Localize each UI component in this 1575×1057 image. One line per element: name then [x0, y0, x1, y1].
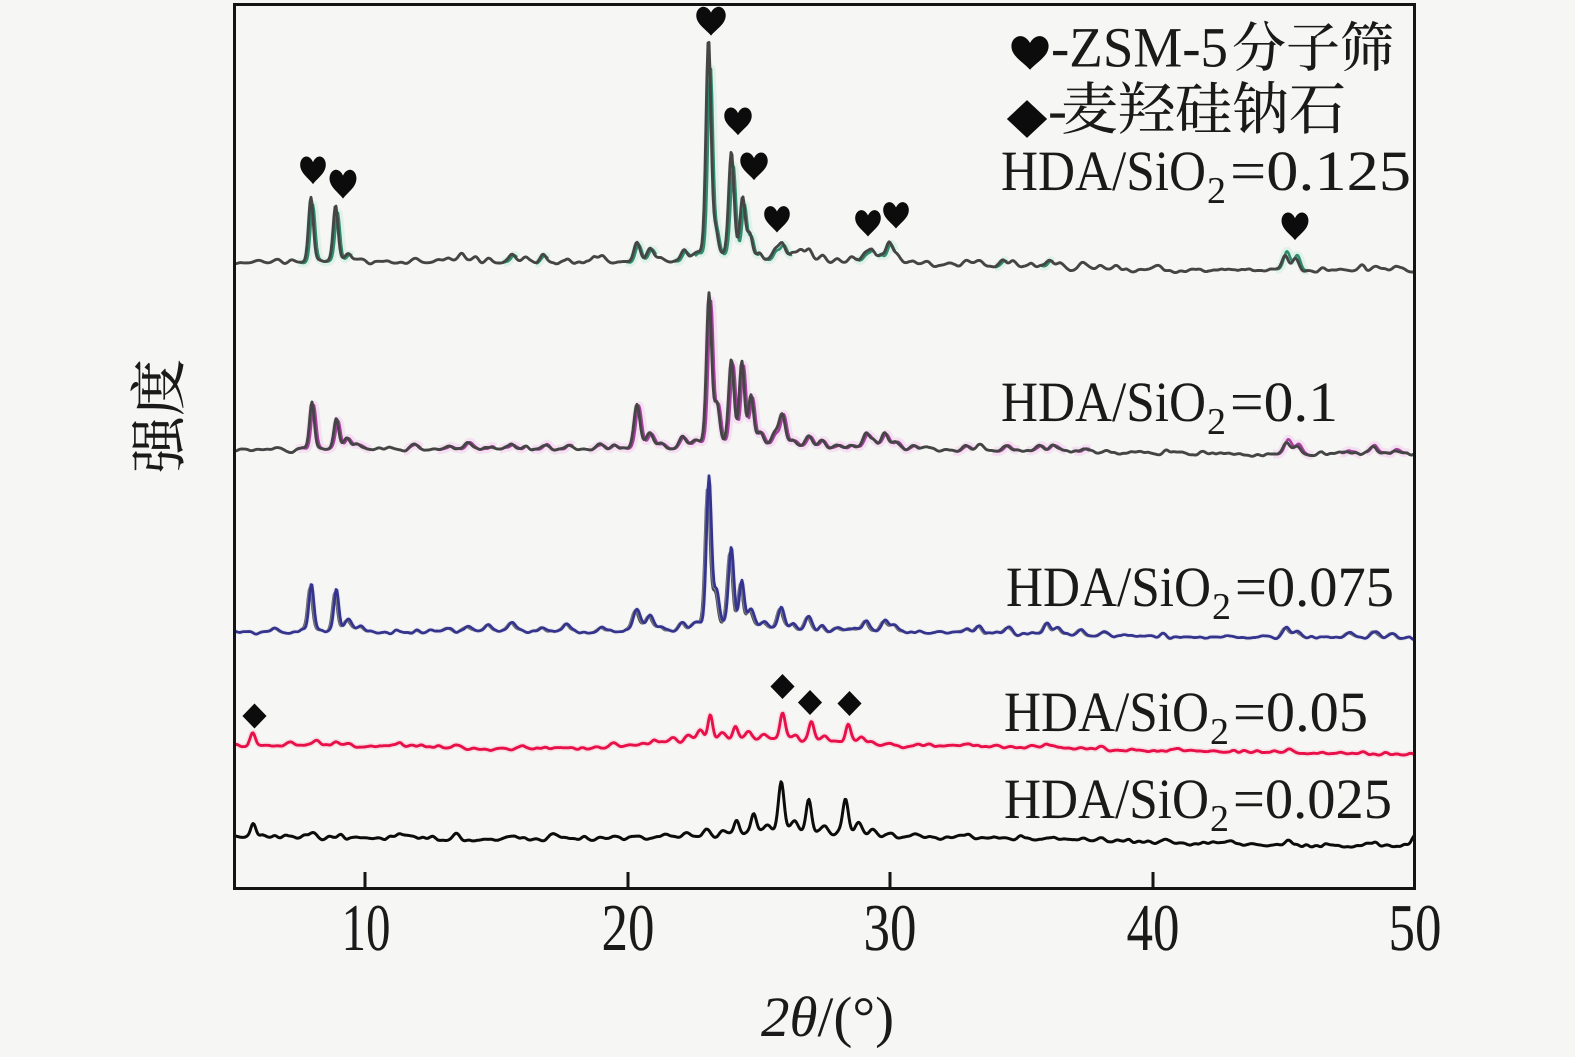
- svg-text:HDA/SiO: HDA/SiO: [1001, 140, 1206, 203]
- svg-text:=0.025: =0.025: [1233, 768, 1392, 831]
- svg-text:-: -: [1048, 79, 1067, 142]
- svg-text:10: 10: [342, 891, 391, 965]
- svg-text:HDA/SiO: HDA/SiO: [1004, 768, 1209, 831]
- svg-text:=0.05: =0.05: [1233, 681, 1368, 744]
- svg-text:=0.125: =0.125: [1230, 140, 1411, 203]
- svg-text:=0.075: =0.075: [1235, 556, 1394, 619]
- svg-text:-ZSM-5: -ZSM-5: [1051, 17, 1228, 80]
- svg-text:30: 30: [864, 891, 917, 965]
- svg-text:50: 50: [1389, 891, 1442, 965]
- svg-text:HDA/SiO: HDA/SiO: [1006, 556, 1211, 619]
- svg-text:=0.1: =0.1: [1230, 371, 1338, 434]
- svg-text:HDA/SiO: HDA/SiO: [1001, 371, 1206, 434]
- svg-text:2θ/(°): 2θ/(°): [761, 986, 894, 1049]
- svg-text:40: 40: [1127, 891, 1180, 965]
- svg-text:20: 20: [602, 891, 655, 965]
- svg-text:HDA/SiO: HDA/SiO: [1004, 681, 1209, 744]
